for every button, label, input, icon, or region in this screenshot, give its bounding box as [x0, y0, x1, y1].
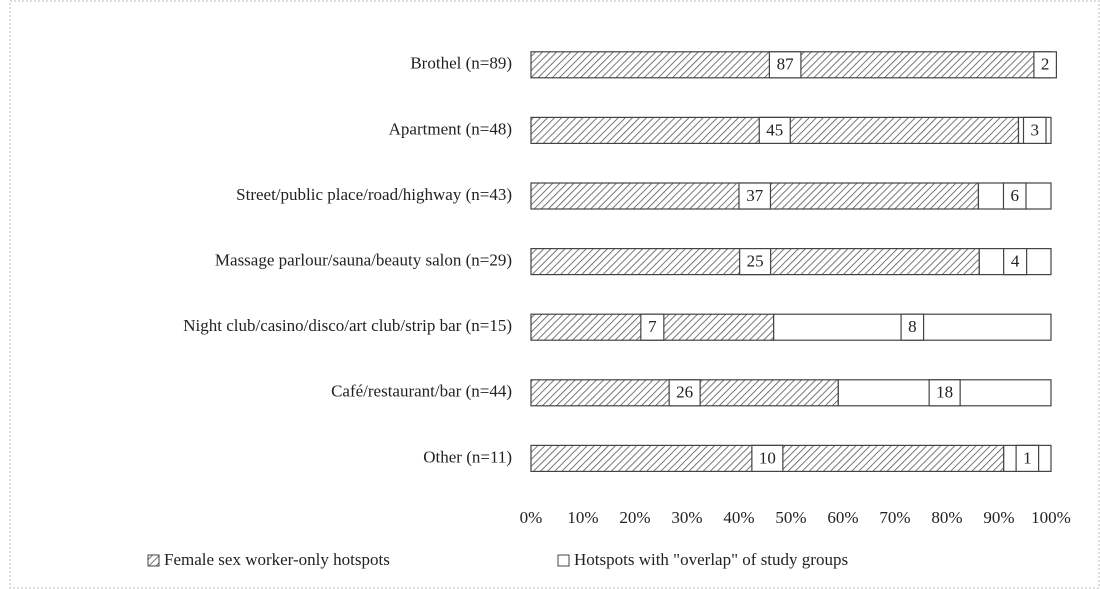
data-label-box [1033, 51, 1058, 79]
x-tick-label: 100% [1031, 508, 1071, 527]
chart-border [9, 0, 1100, 589]
x-tick-label: 20% [619, 508, 650, 527]
data-label-box [1003, 248, 1028, 276]
data-label-box [1022, 116, 1047, 145]
data-label-box [928, 379, 961, 407]
x-tick-label: 40% [723, 508, 754, 527]
x-tick-label: 80% [931, 508, 962, 527]
data-label: 45 [766, 120, 783, 139]
data-label: 37 [746, 186, 764, 205]
category-label: Street/public place/road/highway (n=43) [236, 185, 512, 204]
category-label: Night club/casino/disco/art club/strip b… [183, 316, 512, 335]
data-label: 7 [648, 317, 657, 336]
x-tick-label: 30% [671, 508, 702, 527]
category-label: Brothel (n=89) [410, 54, 512, 73]
data-label: 18 [936, 383, 953, 402]
category-label: Café/restaurant/bar (n=44) [331, 382, 512, 401]
data-label: 10 [759, 448, 776, 467]
data-label: 87 [777, 55, 795, 74]
legend-swatch [147, 554, 160, 567]
data-label: 6 [1010, 186, 1019, 205]
x-tick-label: 90% [983, 508, 1014, 527]
x-tick-label: 60% [827, 508, 858, 527]
data-label-box [668, 379, 701, 407]
data-label-box [738, 182, 772, 210]
category-label: Apartment (n=48) [389, 119, 512, 138]
data-label-box [900, 313, 925, 341]
data-label-box [1002, 182, 1027, 210]
data-label-box [768, 51, 802, 79]
data-label: 25 [747, 252, 764, 271]
x-tick-label: 0% [520, 508, 543, 527]
data-label-box [751, 444, 784, 472]
x-tick-label: 50% [775, 508, 806, 527]
x-tick-label: 10% [567, 508, 598, 527]
legend-label: Hotspots with "overlap" of study groups [574, 550, 848, 569]
data-label: 26 [676, 383, 693, 402]
data-label-box [739, 248, 772, 276]
data-label-box [640, 313, 665, 341]
category-label: Other (n=11) [423, 447, 512, 466]
data-label: 8 [908, 317, 917, 336]
x-tick-label: 70% [879, 508, 910, 527]
legend-swatch [557, 554, 570, 567]
data-label-box [1015, 444, 1040, 472]
legend-label: Female sex worker-only hotspots [164, 550, 390, 569]
data-label: 1 [1023, 448, 1032, 467]
data-label-box [758, 116, 791, 145]
data-label: 2 [1041, 55, 1050, 74]
data-label: 3 [1031, 120, 1040, 139]
category-label: Massage parlour/sauna/beauty salon (n=29… [215, 251, 512, 270]
data-label: 4 [1011, 252, 1020, 271]
